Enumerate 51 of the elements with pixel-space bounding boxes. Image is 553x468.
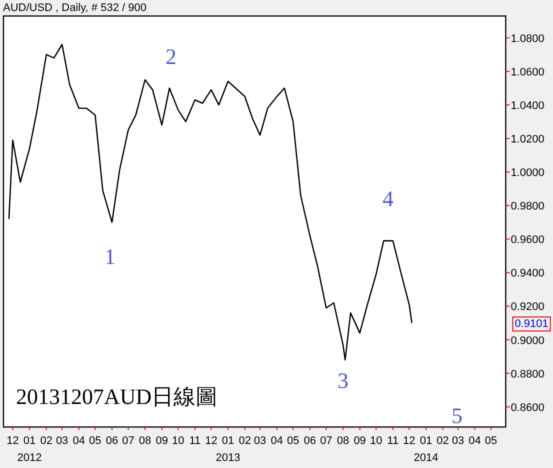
y-tick-label: 1.0800	[510, 32, 544, 45]
x-tick-label: 12	[6, 435, 19, 447]
chart-title: AUD/USD , Daily, # 532 / 900	[3, 2, 146, 14]
x-tick-label: 03	[452, 435, 464, 447]
x-tick-label: 12	[403, 435, 416, 447]
x-tick-label: 08	[336, 435, 350, 447]
annotation: 5	[452, 403, 462, 428]
x-tick-label: 12	[205, 435, 218, 447]
y-tick-label: 0.9800	[510, 200, 544, 213]
x-tick-label: 04	[468, 435, 481, 447]
y-tick-label: 0.8600	[510, 402, 544, 414]
y-tick-label: 1.0200	[510, 133, 544, 146]
y-tick-label: 1.0400	[510, 100, 544, 112]
x-tick-label: 04	[270, 435, 283, 447]
x-tick-label: 10	[172, 435, 184, 447]
y-tick-label: 1.0000	[510, 167, 544, 180]
x-tick-label: 07	[320, 435, 332, 447]
annotation: 3	[338, 368, 348, 393]
x-tick-label: 04	[72, 435, 86, 447]
x-tick-label: 09	[354, 435, 366, 447]
x-tick-label: 05	[484, 435, 498, 447]
x-tick-label: 06	[304, 435, 316, 447]
x-tick-label: 01 2014	[414, 435, 438, 464]
x-tick-label: 11	[189, 435, 201, 447]
y-tick-label: 0.9000	[510, 334, 544, 347]
x-tick-label: 06	[106, 435, 118, 447]
y-tick-label: 0.9400	[510, 268, 544, 280]
x-tick-label: 02	[436, 435, 449, 447]
y-tick-label: 1.0600	[510, 66, 544, 78]
line-series	[8, 44, 413, 361]
x-tick-label: 05	[89, 435, 102, 447]
x-tick-label: 02	[40, 435, 52, 447]
y-tick-label: 0.9200	[510, 301, 544, 314]
x-tick-label: 01 2013	[216, 435, 240, 464]
y-tick-label: 0.8800	[510, 368, 544, 380]
x-tick-label: 10	[370, 435, 382, 447]
annotation: 1	[104, 244, 116, 269]
x-tick-label: 11	[387, 435, 399, 447]
text: 0.9101	[514, 318, 548, 330]
x-tick-label: 08	[138, 435, 152, 447]
y-tick-label: 0.9600	[510, 234, 544, 246]
x-tick-label: 01 2012	[17, 435, 42, 464]
x-tick-label: 02	[238, 435, 251, 447]
x-tick-label: 09	[156, 435, 168, 447]
x-tick-label: 03	[254, 435, 266, 447]
annotation: 20131207AUD日線圖	[16, 384, 218, 409]
x-tick-label: 03	[56, 435, 68, 447]
annotation: 2	[166, 44, 176, 69]
x-tick-label: 05	[286, 435, 300, 447]
x-tick-label: 07	[122, 435, 134, 447]
annotation: 4	[382, 186, 394, 211]
